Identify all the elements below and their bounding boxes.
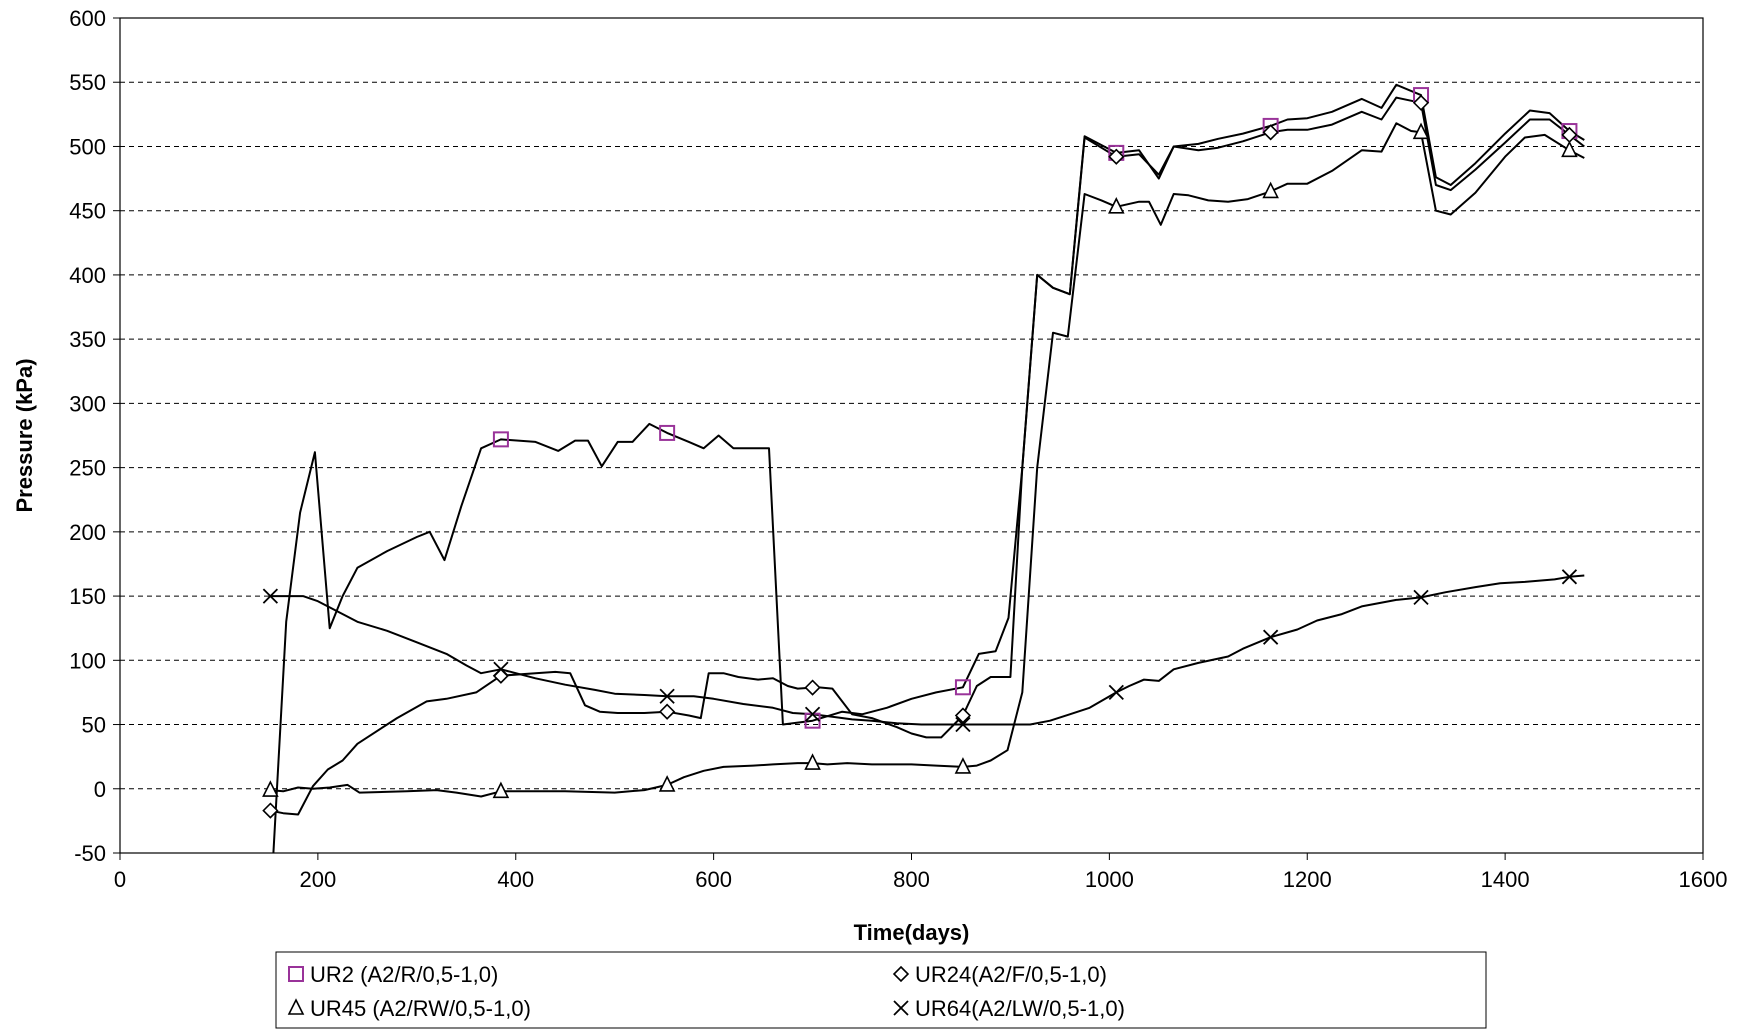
diamond-marker xyxy=(954,707,972,724)
triangle-marker xyxy=(804,753,821,770)
triangle-marker xyxy=(658,775,676,792)
legend-label: UR45 (A2/RW/0,5-1,0) xyxy=(310,996,531,1021)
square-marker xyxy=(954,679,971,696)
x-marker-stroke xyxy=(955,716,971,733)
axes xyxy=(113,17,1704,860)
x-marker xyxy=(659,688,675,704)
y-tick-label: 400 xyxy=(69,263,106,288)
y-tick-labels: -50 0 50 100 150 200 250 300 350 400 450 500 550 600 xyxy=(69,6,106,866)
y-tick-label: 450 xyxy=(69,199,106,224)
x-tick-label: 1000 xyxy=(1085,867,1134,892)
legend-item: UR2 (A2/R/0,5-1,0) xyxy=(288,962,498,987)
x-marker xyxy=(1108,684,1124,701)
legend-item: UR24(A2/F/0,5-1,0) xyxy=(892,962,1107,987)
series-line-3 xyxy=(270,122,1585,798)
x-marker-stroke xyxy=(893,1000,909,1016)
diamond-marker xyxy=(1412,94,1430,111)
x-marker-stroke xyxy=(262,588,279,604)
y-axis-title: Pressure (kPa) xyxy=(12,358,37,512)
x-marker-stroke xyxy=(659,688,675,704)
y-tick-label: 0 xyxy=(94,777,106,802)
series-line-1 xyxy=(272,83,1585,853)
diamond-marker xyxy=(804,679,821,696)
diamond-marker xyxy=(658,703,676,720)
x-marker xyxy=(1561,569,1578,585)
gridlines xyxy=(120,81,1703,790)
x-tick-label: 400 xyxy=(497,867,534,892)
legend-item: UR45 (A2/RW/0,5-1,0) xyxy=(287,996,531,1021)
legend-item: UR64(A2/LW/0,5-1,0) xyxy=(893,996,1125,1021)
triangle-marker xyxy=(1561,140,1578,158)
x-marker-stroke xyxy=(1263,629,1279,645)
diamond-marker xyxy=(892,965,910,983)
legend-label: UR24(A2/F/0,5-1,0) xyxy=(915,962,1107,987)
square-marker xyxy=(288,966,304,982)
x-marker xyxy=(893,1000,909,1016)
series-line-2 xyxy=(270,96,1585,816)
x-marker xyxy=(1413,589,1429,605)
x-tick-label: 0 xyxy=(114,867,126,892)
triangle-marker xyxy=(1262,181,1279,199)
series-line-4 xyxy=(270,574,1585,726)
x-marker xyxy=(955,716,971,733)
x-marker xyxy=(262,588,279,604)
y-tick-label: 250 xyxy=(69,456,106,481)
x-tick-label: 1200 xyxy=(1283,867,1332,892)
x-marker xyxy=(493,661,509,677)
legend-label: UR64(A2/LW/0,5-1,0) xyxy=(915,996,1125,1021)
y-tick-label: 100 xyxy=(69,648,106,673)
square-marker xyxy=(492,431,509,448)
x-tick-labels: 0 200 400 600 800 1000 1200 1400 1600 xyxy=(114,867,1728,892)
x-marker-stroke xyxy=(804,706,821,722)
x-tick-label: 1600 xyxy=(1679,867,1728,892)
x-tick-label: 1400 xyxy=(1481,867,1530,892)
x-marker xyxy=(1263,629,1279,645)
y-tick-label: 300 xyxy=(69,391,106,416)
square-marker xyxy=(659,424,676,441)
legend-box xyxy=(275,951,1487,1029)
triangle-marker xyxy=(1412,122,1430,140)
x-tick-label: 200 xyxy=(300,867,337,892)
y-tick-label: 150 xyxy=(69,584,106,609)
diamond-marker xyxy=(1108,148,1125,165)
y-tick-label: 600 xyxy=(69,6,106,31)
y-tick-label: 500 xyxy=(69,134,106,159)
x-marker-stroke xyxy=(493,661,509,677)
x-tick-label: 600 xyxy=(695,867,732,892)
triangle-marker xyxy=(954,757,972,774)
series-lines xyxy=(270,83,1585,853)
diamond-marker xyxy=(262,802,279,819)
x-tick-label: 800 xyxy=(893,867,930,892)
y-tick-label: 200 xyxy=(69,520,106,545)
legend: UR2 (A2/R/0,5-1,0) UR24(A2/F/0,5-1,0) UR45… xyxy=(275,951,1487,1029)
x-marker-stroke xyxy=(1413,589,1429,605)
legend-label: UR2 (A2/R/0,5-1,0) xyxy=(310,962,498,987)
x-marker-stroke xyxy=(1561,569,1578,585)
y-tick-label: -50 xyxy=(74,841,106,866)
series-markers xyxy=(262,87,1578,819)
diamond-marker xyxy=(1262,124,1279,141)
y-tick-label: 50 xyxy=(82,713,106,738)
plot-frame xyxy=(119,17,1704,854)
triangle-marker xyxy=(492,781,510,799)
y-tick-label: 550 xyxy=(69,70,106,95)
triangle-marker xyxy=(262,780,279,797)
triangle-marker xyxy=(1108,197,1125,214)
x-marker-stroke xyxy=(1108,684,1124,701)
y-tick-label: 350 xyxy=(69,327,106,352)
x-axis-title: Time(days) xyxy=(854,920,970,945)
x-marker xyxy=(804,706,821,722)
triangle-marker xyxy=(287,998,305,1015)
